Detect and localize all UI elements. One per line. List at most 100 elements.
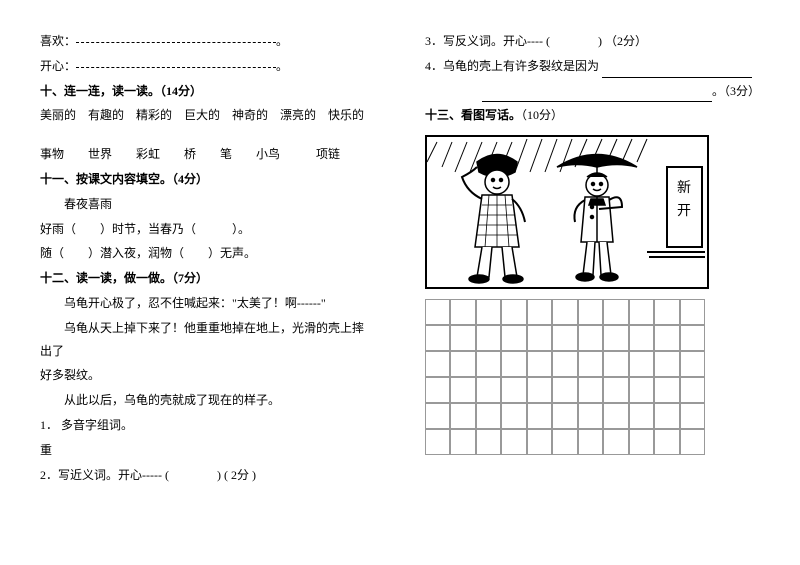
- dotted-line: [76, 42, 276, 43]
- grid-cell: [629, 325, 654, 351]
- grid-cell: [476, 351, 501, 377]
- section-13-label: 十三、看图写话。: [425, 108, 521, 122]
- story-p4: 从此以后，乌龟的壳就成了现在的样子。: [40, 389, 375, 412]
- grid-cell: [654, 299, 679, 325]
- grid-cell: [680, 351, 705, 377]
- grid-cell: [629, 429, 654, 455]
- poem-line-1: 好雨（ ）时节，当春乃（ ）。: [40, 218, 375, 241]
- grid-cell: [527, 299, 552, 325]
- grid-cell: [578, 351, 603, 377]
- grid-cell: [603, 299, 628, 325]
- grid-cell: [680, 403, 705, 429]
- fill-like: 喜欢： 。: [40, 30, 375, 53]
- grid-cell: [527, 377, 552, 403]
- grid-cell: [680, 325, 705, 351]
- grid-cell: [654, 377, 679, 403]
- grid-cell: [603, 403, 628, 429]
- grid-cell: [680, 429, 705, 455]
- grid-cell: [527, 429, 552, 455]
- label-happy: 开心：: [40, 59, 76, 73]
- grid-cell: [654, 429, 679, 455]
- q1-num: 1．: [40, 418, 58, 432]
- grid-cell: [603, 429, 628, 455]
- grid-cell: [476, 325, 501, 351]
- grid-cell: [552, 377, 577, 403]
- grid-cell: [425, 403, 450, 429]
- section-10-title: 十、连一连，读一读。（14分）: [40, 80, 375, 103]
- grid-cell: [552, 429, 577, 455]
- story-p3: 好多裂纹。: [40, 364, 375, 387]
- grid-cell: [578, 377, 603, 403]
- q4-cont: 。（3分）: [425, 80, 760, 103]
- grid-cell: [501, 351, 526, 377]
- left-column: 喜欢： 。 开心： 。 十、连一连，读一读。（14分） 美丽的 有趣的 精彩的 巨大…: [40, 30, 375, 488]
- period: 。: [276, 34, 288, 48]
- underline: [482, 101, 712, 102]
- grid-cell: [629, 351, 654, 377]
- section-11-title: 十一、按课文内容填空。（4分）: [40, 168, 375, 191]
- sign-char-2: 开: [677, 204, 691, 219]
- picture-box: 新 开: [425, 135, 709, 289]
- grid-cell: [425, 299, 450, 325]
- fill-happy: 开心： 。: [40, 55, 375, 78]
- grid-cell: [603, 325, 628, 351]
- grid-cell: [450, 429, 475, 455]
- period: 。: [276, 59, 288, 73]
- underline: [602, 77, 752, 78]
- story-p1: 乌龟开心极了，忍不住喊起来："太美了！啊------": [40, 292, 375, 315]
- q4: 4．乌龟的壳上有许多裂纹是因为: [425, 55, 760, 78]
- spacer: [40, 129, 375, 141]
- grid-cell: [501, 377, 526, 403]
- noun-words: 事物 世界 彩虹 桥 笔 小鸟 项链: [40, 143, 375, 166]
- section-13-title: 十三、看图写话。（10分）: [425, 104, 760, 127]
- sign-char-1: 新: [677, 180, 691, 196]
- grid-cell: [476, 429, 501, 455]
- grid-cell: [450, 351, 475, 377]
- q3: 3．写反义词。开心---- ( ) （2分）: [425, 30, 760, 53]
- writing-grid: [425, 299, 705, 455]
- grid-cell: [654, 325, 679, 351]
- grid-cell: [552, 299, 577, 325]
- grid-cell: [425, 377, 450, 403]
- grid-cell: [450, 377, 475, 403]
- grid-cell: [629, 403, 654, 429]
- grid-cell: [425, 351, 450, 377]
- grid-cell: [527, 325, 552, 351]
- grid-cell: [629, 377, 654, 403]
- right-column: 3．写反义词。开心---- ( ) （2分） 4．乌龟的壳上有许多裂纹是因为 。…: [425, 30, 760, 488]
- grid-cell: [552, 325, 577, 351]
- grid-cell: [603, 377, 628, 403]
- q4-label: 4．乌龟的壳上有许多裂纹是因为: [425, 59, 602, 73]
- grid-cell: [501, 403, 526, 429]
- poem-title: 春夜喜雨: [40, 193, 375, 216]
- grid-cell: [450, 325, 475, 351]
- grid-cell: [476, 299, 501, 325]
- q1: 1． 多音字组词。: [40, 414, 375, 437]
- grid-cell: [603, 351, 628, 377]
- grid-cell: [476, 377, 501, 403]
- q1-char: 重: [40, 439, 375, 462]
- grid-cell: [680, 377, 705, 403]
- grid-cell: [578, 299, 603, 325]
- section-12-title: 十二、读一读，做一做。（7分）: [40, 267, 375, 290]
- adjective-words: 美丽的 有趣的 精彩的 巨大的 神奇的 漂亮的 快乐的: [40, 104, 375, 127]
- grid-cell: [552, 403, 577, 429]
- grid-cell: [425, 429, 450, 455]
- grid-cell: [501, 325, 526, 351]
- illustration-svg: 新 开: [427, 137, 707, 287]
- grid-cell: [629, 299, 654, 325]
- story-p2: 乌龟从天上掉下来了！他重重地掉在地上，光滑的壳上摔出了: [40, 317, 375, 363]
- grid-cell: [476, 403, 501, 429]
- grid-cell: [425, 325, 450, 351]
- grid-cell: [654, 351, 679, 377]
- grid-cell: [450, 403, 475, 429]
- grid-cell: [578, 429, 603, 455]
- grid-cell: [501, 429, 526, 455]
- grid-cell: [578, 325, 603, 351]
- grid-cell: [501, 299, 526, 325]
- poem-line-2: 随（ ）潜入夜，润物（ ）无声。: [40, 242, 375, 265]
- section-13-pts: （10分）: [521, 108, 563, 122]
- q1-text: 多音字组词。: [61, 418, 133, 432]
- grid-cell: [654, 403, 679, 429]
- label-like: 喜欢：: [40, 34, 76, 48]
